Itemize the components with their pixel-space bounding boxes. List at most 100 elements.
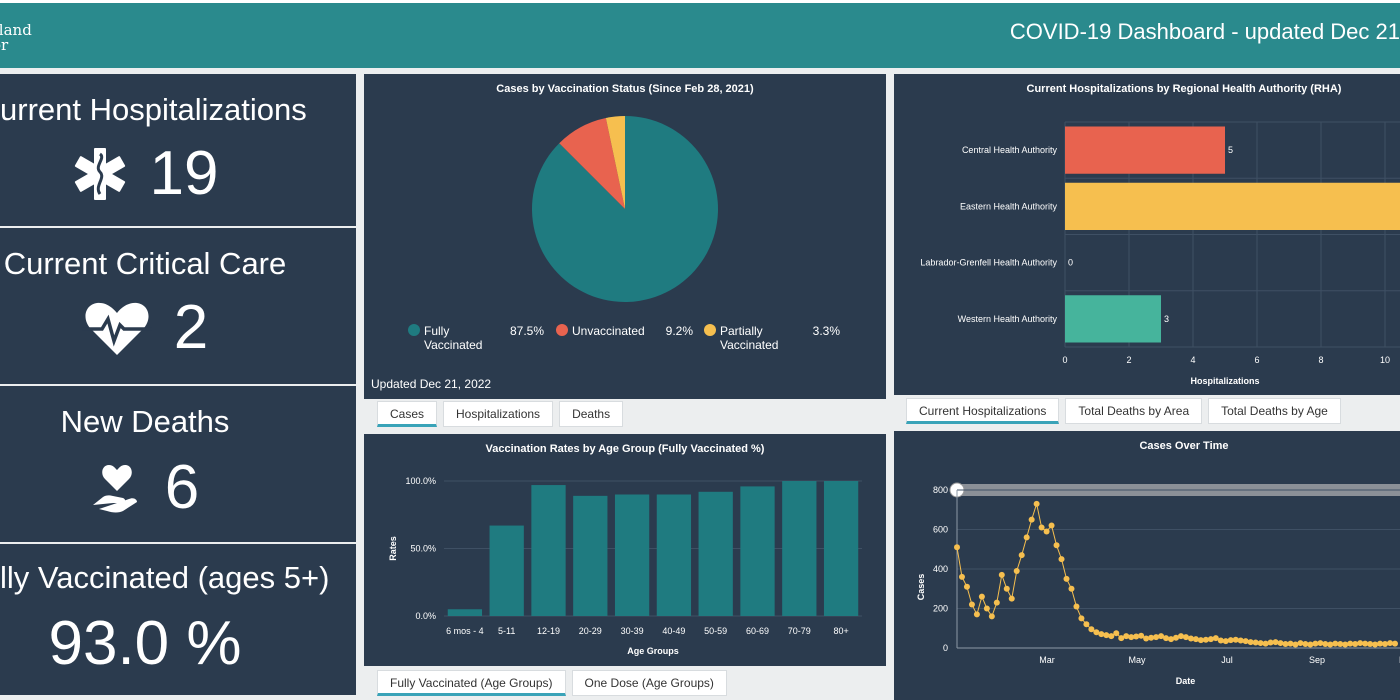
x-tick-label-4: 30-39: [621, 626, 644, 636]
x-tick-label-4: Nov: [1399, 655, 1400, 665]
data-point-75: [1327, 641, 1334, 648]
pie-tabs: Cases Hospitalizations Deaths: [377, 401, 624, 427]
cases-line: [956, 501, 1396, 645]
legend-value-1: 9.2%: [666, 324, 694, 338]
chart-title: Current Hospitalizations by Regional Hea…: [1026, 83, 1342, 95]
legend-dot-1: [556, 324, 568, 336]
x-tick-label-0: Mar: [1039, 655, 1055, 665]
data-point-3: [968, 601, 975, 608]
y-axis-label: Rates: [388, 536, 398, 561]
bar-7: [740, 486, 775, 616]
y-tick-label-0: 0.0%: [415, 611, 436, 621]
kpi-fully-vaccinated: lly Vaccinated (ages 5+) 93.0 %: [0, 544, 356, 695]
data-point-51: [1207, 636, 1214, 643]
data-point-66: [1282, 641, 1289, 648]
bar-value-label-3: 3: [1164, 314, 1169, 324]
legend-label-2: Vaccinated: [720, 338, 778, 352]
tab-vax-0[interactable]: Fully Vaccinated (Age Groups): [377, 670, 566, 696]
bar-3: [573, 495, 608, 616]
bar-1: [489, 525, 524, 616]
data-point-73: [1317, 640, 1324, 647]
bar-9: [823, 481, 859, 616]
legend-label-0: Fully: [424, 324, 449, 338]
data-point-80: [1352, 641, 1359, 648]
data-point-46: [1182, 634, 1189, 641]
data-point-16: [1033, 500, 1040, 507]
tab-pie-2[interactable]: Deaths: [559, 401, 624, 427]
data-point-61: [1257, 640, 1264, 647]
data-point-41: [1158, 633, 1165, 640]
data-point-69: [1297, 640, 1304, 647]
tab-pie-0[interactable]: Cases: [377, 401, 438, 427]
data-point-35: [1128, 634, 1135, 641]
x-tick-label-9: 80+: [833, 626, 848, 636]
vaccination-tabs: Fully Vaccinated (Age Groups) One Dose (A…: [377, 670, 727, 696]
data-point-40: [1153, 634, 1160, 641]
data-point-36: [1133, 633, 1140, 640]
x-tick-label-1: 5-11: [498, 626, 515, 636]
data-point-64: [1272, 639, 1279, 646]
data-point-10: [1003, 585, 1010, 592]
kpi-title: lly Vaccinated (ages 5+): [0, 560, 330, 595]
data-point-74: [1322, 641, 1329, 648]
y-tick-label-2: 100.0%: [405, 476, 436, 486]
tab-rha-2[interactable]: Total Deaths by Age: [1208, 398, 1341, 424]
x-tick-label-0: 6 mos - 4: [446, 626, 484, 636]
kpi-critical-care: Current Critical Care 2: [0, 228, 356, 384]
data-point-11: [1008, 595, 1015, 602]
tab-rha-0[interactable]: Current Hospitalizations: [906, 398, 1060, 424]
updated-label: Updated Dec 21, 2022: [371, 377, 492, 391]
x-tick-label-2: 12-19: [537, 626, 560, 636]
bar-5: [656, 494, 692, 616]
bar-value-label-0: 5: [1228, 145, 1233, 155]
data-point-22: [1063, 575, 1070, 582]
legend-value-2: 3.3%: [813, 324, 841, 338]
pie-slice-1: [559, 117, 625, 209]
kpi-column: urrent Hospitalizations 19 Current Criti…: [0, 74, 356, 695]
data-point-57: [1237, 637, 1244, 644]
data-point-44: [1173, 634, 1179, 641]
x-tick-label-3: Sep: [1309, 655, 1325, 665]
data-point-24: [1073, 603, 1080, 610]
data-point-26: [1083, 621, 1090, 628]
tab-vax-1[interactable]: One Dose (Age Groups): [571, 670, 727, 696]
data-point-17: [1038, 524, 1045, 531]
bar-2: [531, 485, 566, 616]
kpi-title: urrent Hospitalizations: [0, 92, 307, 127]
category-label-2: Labrador-Grenfell Health Authority: [920, 258, 1057, 268]
tab-rha-1[interactable]: Total Deaths by Area: [1065, 398, 1203, 424]
tab-pie-1[interactable]: Hospitalizations: [443, 401, 554, 427]
data-point-60: [1252, 639, 1259, 646]
data-point-7: [988, 613, 995, 620]
chart-title: Vaccination Rates by Age Group (Fully Va…: [485, 443, 765, 455]
x-tick-label-0: 0: [1062, 355, 1067, 365]
dashboard-header: lland or COVID-19 Dashboard - updated De…: [0, 0, 1400, 68]
x-tick-label-1: May: [1128, 655, 1146, 665]
y-tick-label-2: 400: [933, 564, 948, 574]
x-axis-label: Date: [1176, 676, 1196, 686]
data-point-18: [1043, 528, 1050, 535]
data-point-87: [1387, 640, 1394, 647]
kpi-new-deaths: New Deaths 6: [0, 386, 356, 542]
chart-title: Cases Over Time: [1139, 440, 1229, 452]
data-point-71: [1307, 641, 1314, 648]
x-axis-label: Age Groups: [627, 646, 679, 656]
data-point-20: [1053, 542, 1060, 549]
data-point-15: [1028, 516, 1035, 523]
data-point-76: [1332, 640, 1339, 647]
data-point-34: [1123, 633, 1130, 640]
data-point-28: [1093, 629, 1100, 636]
pie-chart-panel: Cases by Vaccination Status (Since Feb 2…: [364, 74, 886, 399]
data-point-19: [1048, 522, 1055, 529]
data-point-55: [1227, 637, 1234, 644]
x-tick-label-5: 40-49: [662, 626, 685, 636]
data-point-79: [1347, 640, 1354, 647]
rha-bar-panel: Current Hospitalizations by Regional Hea…: [894, 74, 1400, 395]
bar-0: [447, 609, 483, 616]
x-tick-label-7: 60-69: [746, 626, 769, 636]
data-point-63: [1267, 639, 1274, 646]
x-tick-label-2: 4: [1190, 355, 1195, 365]
data-point-42: [1163, 635, 1170, 642]
data-point-77: [1337, 641, 1344, 648]
